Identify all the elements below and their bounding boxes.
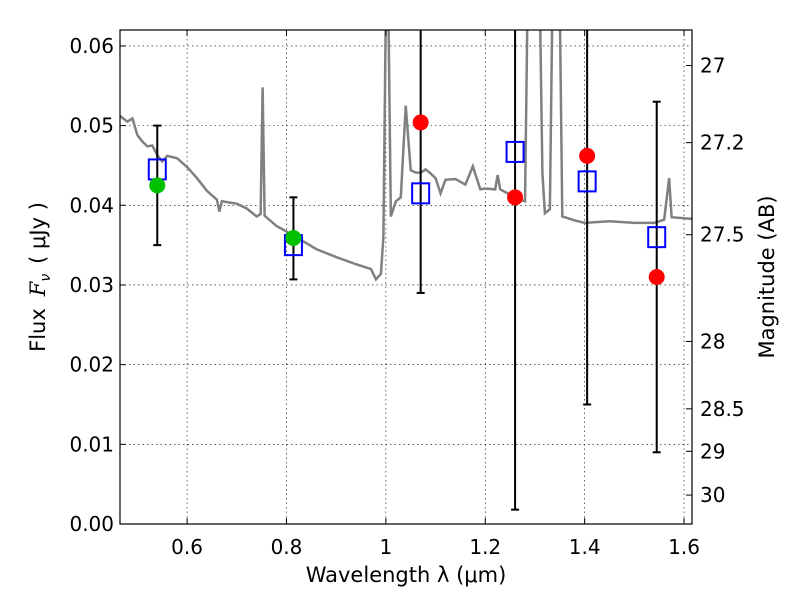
y-tick-label: 0.05 — [69, 114, 114, 138]
observed-point — [285, 229, 302, 246]
y2-tick-label: 27.2 — [700, 131, 745, 155]
observed-point — [412, 114, 429, 131]
x-axis-label: Wavelength λ (μm) — [306, 563, 507, 587]
y2-axis-label: Magnitude (AB) — [755, 195, 779, 358]
plot-frame — [119, 29, 693, 525]
model-square-marker — [505, 140, 525, 163]
y-tick-label: 0.06 — [69, 34, 114, 58]
x-tick-label: 1.4 — [569, 535, 601, 559]
markers — [147, 114, 667, 285]
observed-point — [648, 269, 665, 285]
model-spectrum-line — [120, 30, 692, 282]
y2-tick-label: 30 — [700, 483, 725, 507]
y-label-prefix: Flux — [26, 308, 50, 352]
observed-point — [579, 147, 596, 164]
y2-tick-label: 28 — [700, 329, 725, 353]
y2-tick-label: 29 — [700, 439, 725, 463]
y-axis-label: FluxFν( μJy ) — [26, 202, 54, 352]
y-tick-label: 0.00 — [69, 512, 114, 536]
x-tick-label: 0.8 — [271, 535, 303, 559]
model-square-marker — [647, 226, 667, 249]
y2-tick-label: 28.5 — [700, 397, 745, 421]
x-tick-label: 1.2 — [469, 535, 501, 559]
model-square-marker — [577, 170, 597, 193]
y2-tick-label: 27.5 — [700, 223, 745, 247]
ticks: 0.6 0.8 1 1.2 1.4 1.6 0.00 0.01 0.02 0.03 0.04 0.05… — [69, 30, 745, 559]
x-tick-label: 0.6 — [171, 535, 203, 559]
y-tick-label: 0.02 — [69, 353, 114, 377]
model-square-marker — [411, 182, 431, 205]
svg-text:FluxFν( μJy ): FluxFν( μJy ) — [26, 202, 54, 352]
y2-tick-label: 27 — [700, 54, 725, 78]
observed-point — [149, 177, 166, 194]
grid — [120, 30, 692, 525]
y-tick-label: 0.01 — [69, 432, 114, 456]
x-tick-label: 1.6 — [668, 535, 700, 559]
y-tick-label: 0.03 — [69, 273, 114, 297]
x-tick-label: 1 — [380, 535, 393, 559]
y-tick-label: 0.04 — [69, 193, 114, 217]
observed-point — [507, 189, 524, 206]
